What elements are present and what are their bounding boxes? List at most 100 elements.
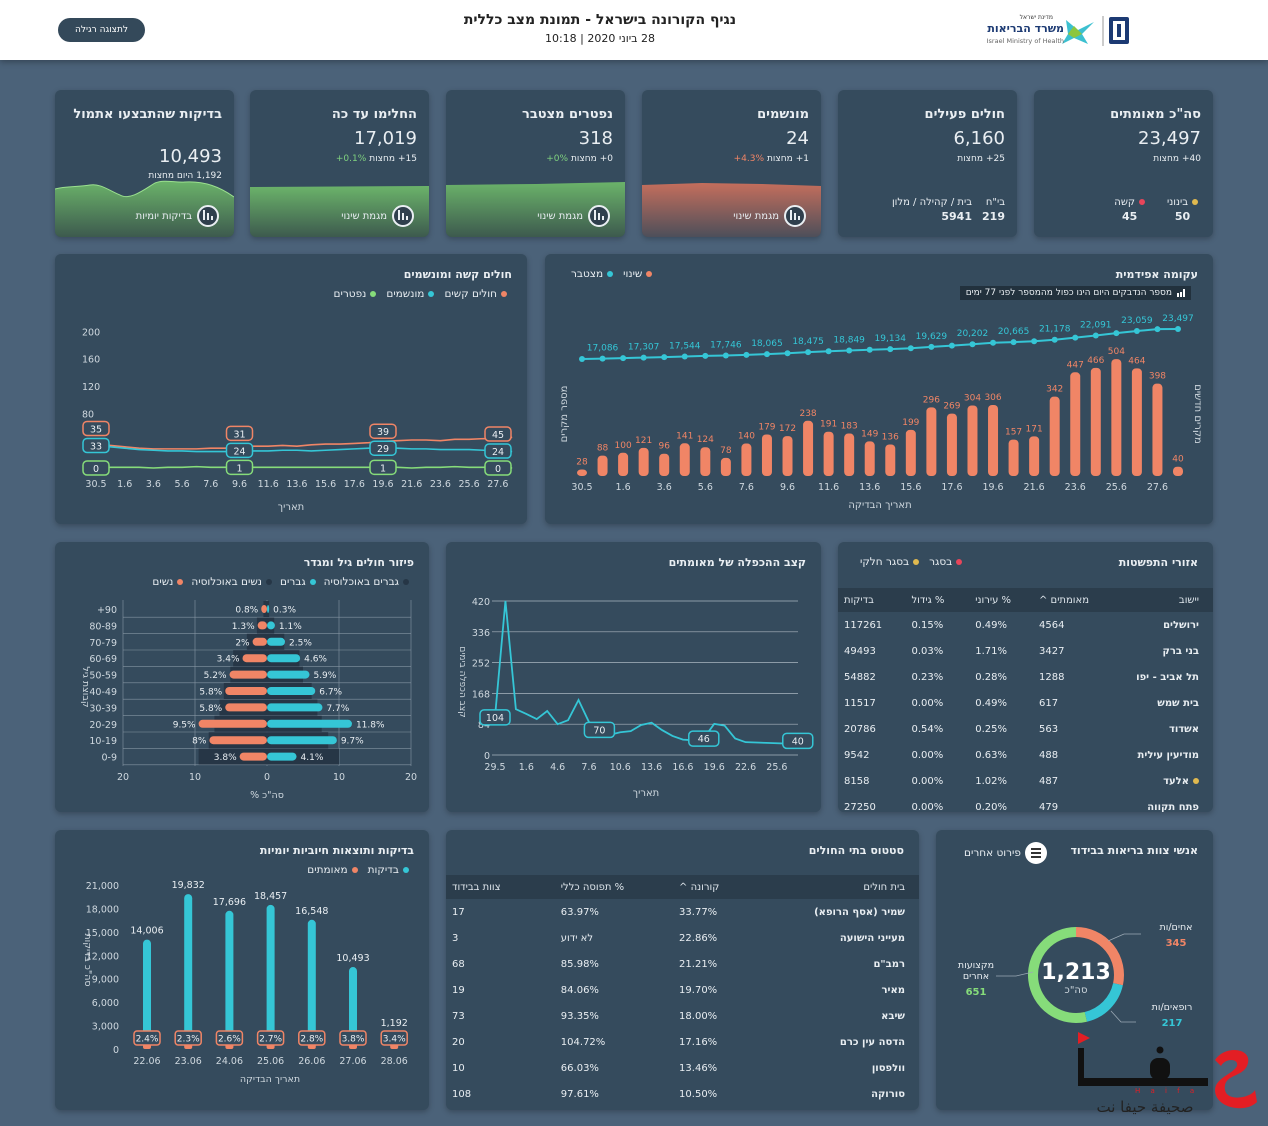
card-title: נפטרים מצטבר <box>522 107 613 122</box>
men-label: 4.6% <box>304 655 327 665</box>
table-cell: אלעד <box>1101 768 1214 794</box>
column-header[interactable]: צוות בבידוד <box>446 875 555 899</box>
table-row[interactable]: מעייני הישועה 22.86% לא ידוע 3 <box>446 925 919 951</box>
column-header[interactable]: % תפוסה כללי <box>554 875 674 899</box>
cell-value: 54882 <box>844 671 876 683</box>
legend-lockdown[interactable]: בסגר <box>929 556 963 568</box>
card-change: +15מחצות+0.1% <box>333 154 417 164</box>
bar-label: 88 <box>597 444 609 454</box>
table-row[interactable]: תל אביב - יפו 1288 0.28% 0.23% 54882 <box>838 664 1213 690</box>
breakdown-value: 45 <box>1121 210 1138 223</box>
table-row[interactable]: מאיר 19.70% 84.06% 19 <box>446 977 919 1003</box>
bar-new-cases <box>638 447 649 476</box>
cell-value: 1288 <box>1039 671 1065 683</box>
cell-value: 10 <box>452 1062 465 1074</box>
column-header[interactable]: יישוב <box>1100 588 1213 612</box>
bar-new-cases <box>1029 436 1040 476</box>
legend-men[interactable]: גברים <box>280 576 316 588</box>
table-row[interactable]: בני ברק 3427 1.71% 0.03% 49493 <box>838 638 1213 664</box>
column-header[interactable]: קורונה ^ <box>673 875 787 899</box>
legend-tests[interactable]: בדיקות <box>368 864 409 876</box>
bar-new-cases <box>926 407 937 476</box>
table-row[interactable]: אשדוד 563 0.25% 0.54% 20786 <box>838 716 1213 742</box>
trend-button[interactable]: מגמת שינוי <box>733 205 806 227</box>
breakdown-severe: קשה 45 <box>1114 197 1145 223</box>
regular-view-button[interactable]: לתצוגה רגילה <box>58 18 145 42</box>
table-cell: 63.97% <box>555 899 673 925</box>
others-breakdown-button[interactable]: פירוט אחרים <box>964 842 1047 864</box>
legend-change[interactable]: שינוי <box>623 268 653 280</box>
legend-deceased[interactable]: נפטרים <box>334 288 377 300</box>
positive-rate-label: 2.7% <box>259 1035 282 1045</box>
table-row[interactable]: שיבא 18.00% 93.35% 73 <box>446 1003 919 1029</box>
table-row[interactable]: וולפסון 13.46% 66.03% 10 <box>446 1055 919 1081</box>
data-label-box <box>225 442 254 459</box>
legend-critical[interactable]: חולים קשים <box>444 288 507 300</box>
cumulative-label: 17,307 <box>628 343 660 353</box>
table-cell: 68 <box>446 951 555 977</box>
legend-label: מונשמים <box>386 288 425 300</box>
table-cell: 563 <box>1033 716 1101 742</box>
trend-button[interactable]: מגמת שינוי <box>537 205 610 227</box>
men-label: 5.9% <box>313 671 336 681</box>
trend-button[interactable]: מגמת שינוי <box>341 205 414 227</box>
table-cell: 84.06% <box>555 977 673 1003</box>
cell-value: פתח תקווה <box>1147 801 1199 813</box>
legend-ventilated[interactable]: מונשמים <box>386 288 435 300</box>
column-header[interactable]: בדיקות <box>838 588 906 612</box>
cumulative-label: 23,497 <box>1162 314 1194 324</box>
legend-women-population[interactable]: נשים באוכלוסיה <box>191 576 273 588</box>
bar-label: 171 <box>1026 424 1043 434</box>
tests-label: 18,457 <box>254 891 287 902</box>
legend-men-population[interactable]: גברים באוכלוסיה <box>324 576 409 588</box>
women-bar <box>239 752 267 761</box>
table-row[interactable]: רמב"ם 21.21% 85.98% 68 <box>446 951 919 977</box>
table-cell: ירושלים <box>1101 612 1214 638</box>
column-header[interactable]: מאומתים ^ <box>1033 588 1101 612</box>
legend-partial-lockdown[interactable]: בסגר חלקי <box>860 556 920 568</box>
data-label-box <box>369 440 397 456</box>
bar-new-cases <box>988 405 999 476</box>
table-row[interactable]: אלעד 487 1.02% 0.00% 8158 <box>838 768 1213 794</box>
x-tick: 30.5 <box>571 482 592 493</box>
green-dot-icon <box>370 291 377 297</box>
card-value: 6,160 <box>953 128 1005 149</box>
table-cell: 27250 <box>838 794 906 813</box>
cell-value: 0.00% <box>911 697 944 709</box>
orange-dot-icon <box>177 579 184 585</box>
tests-bar <box>184 894 193 1049</box>
leader-line <box>1110 1010 1136 1023</box>
cumulative-point <box>825 348 832 355</box>
change-value: +1 <box>795 154 809 164</box>
column-header[interactable]: % עירוני <box>969 588 1033 612</box>
bar-new-cases <box>1049 396 1060 476</box>
daily-tests-button[interactable]: בדיקות יומיות <box>136 205 219 227</box>
doubling-note: מספר הנדבקים היום הינו כפול מהמספר לפני … <box>959 286 1191 300</box>
men-label: 11.8% <box>356 720 385 730</box>
tests-legend: בדיקות מאומתים <box>307 864 409 876</box>
data-label-box <box>484 443 512 459</box>
table-row[interactable]: שמיר (אסף הרופא) 33.77% 63.97% 17 <box>446 899 919 925</box>
orange-dot-icon <box>351 867 358 873</box>
table-row[interactable]: פתח תקווה 479 0.20% 0.00% 27250 <box>838 794 1214 813</box>
legend-cumulative[interactable]: מצטבר <box>571 268 614 280</box>
bar-label: 121 <box>635 436 652 446</box>
column-header[interactable]: בית חולים <box>786 875 919 899</box>
regions-table: יישוב מאומתים ^% עירוני% גידול בדיקות ירושל… <box>838 588 1213 812</box>
men-label: 2.5% <box>289 638 312 648</box>
positive-rate-box <box>298 1030 326 1046</box>
bar-chart-icon <box>197 205 219 227</box>
legend-confirmed[interactable]: מאומתים <box>307 864 358 876</box>
column-header[interactable]: % גידול <box>905 588 970 612</box>
cell-value: 0.00% <box>911 749 944 761</box>
x-tick: 10 <box>333 772 345 783</box>
table-cell: 108 <box>446 1081 555 1107</box>
legend-women[interactable]: נשים <box>152 576 184 588</box>
table-row[interactable]: מודיעין עילית 488 0.63% 0.00% 9542 <box>838 742 1213 768</box>
card-total-confirmed: סה"כ מאומתים 23,497 +40מחצות בינוני 50 קש… <box>1034 90 1213 237</box>
table-row[interactable]: סורוקה 10.50% 97.61% 108 <box>446 1081 919 1107</box>
table-row[interactable]: בית שמש 617 0.49% 0.00% 11517 <box>838 690 1213 716</box>
table-cell: פתח תקווה <box>1101 794 1214 813</box>
table-row[interactable]: הדסה עין כרם 17.16% 104.72% 20 <box>446 1029 919 1055</box>
table-row[interactable]: ירושלים 4564 0.49% 0.15% 117261 <box>838 612 1213 638</box>
